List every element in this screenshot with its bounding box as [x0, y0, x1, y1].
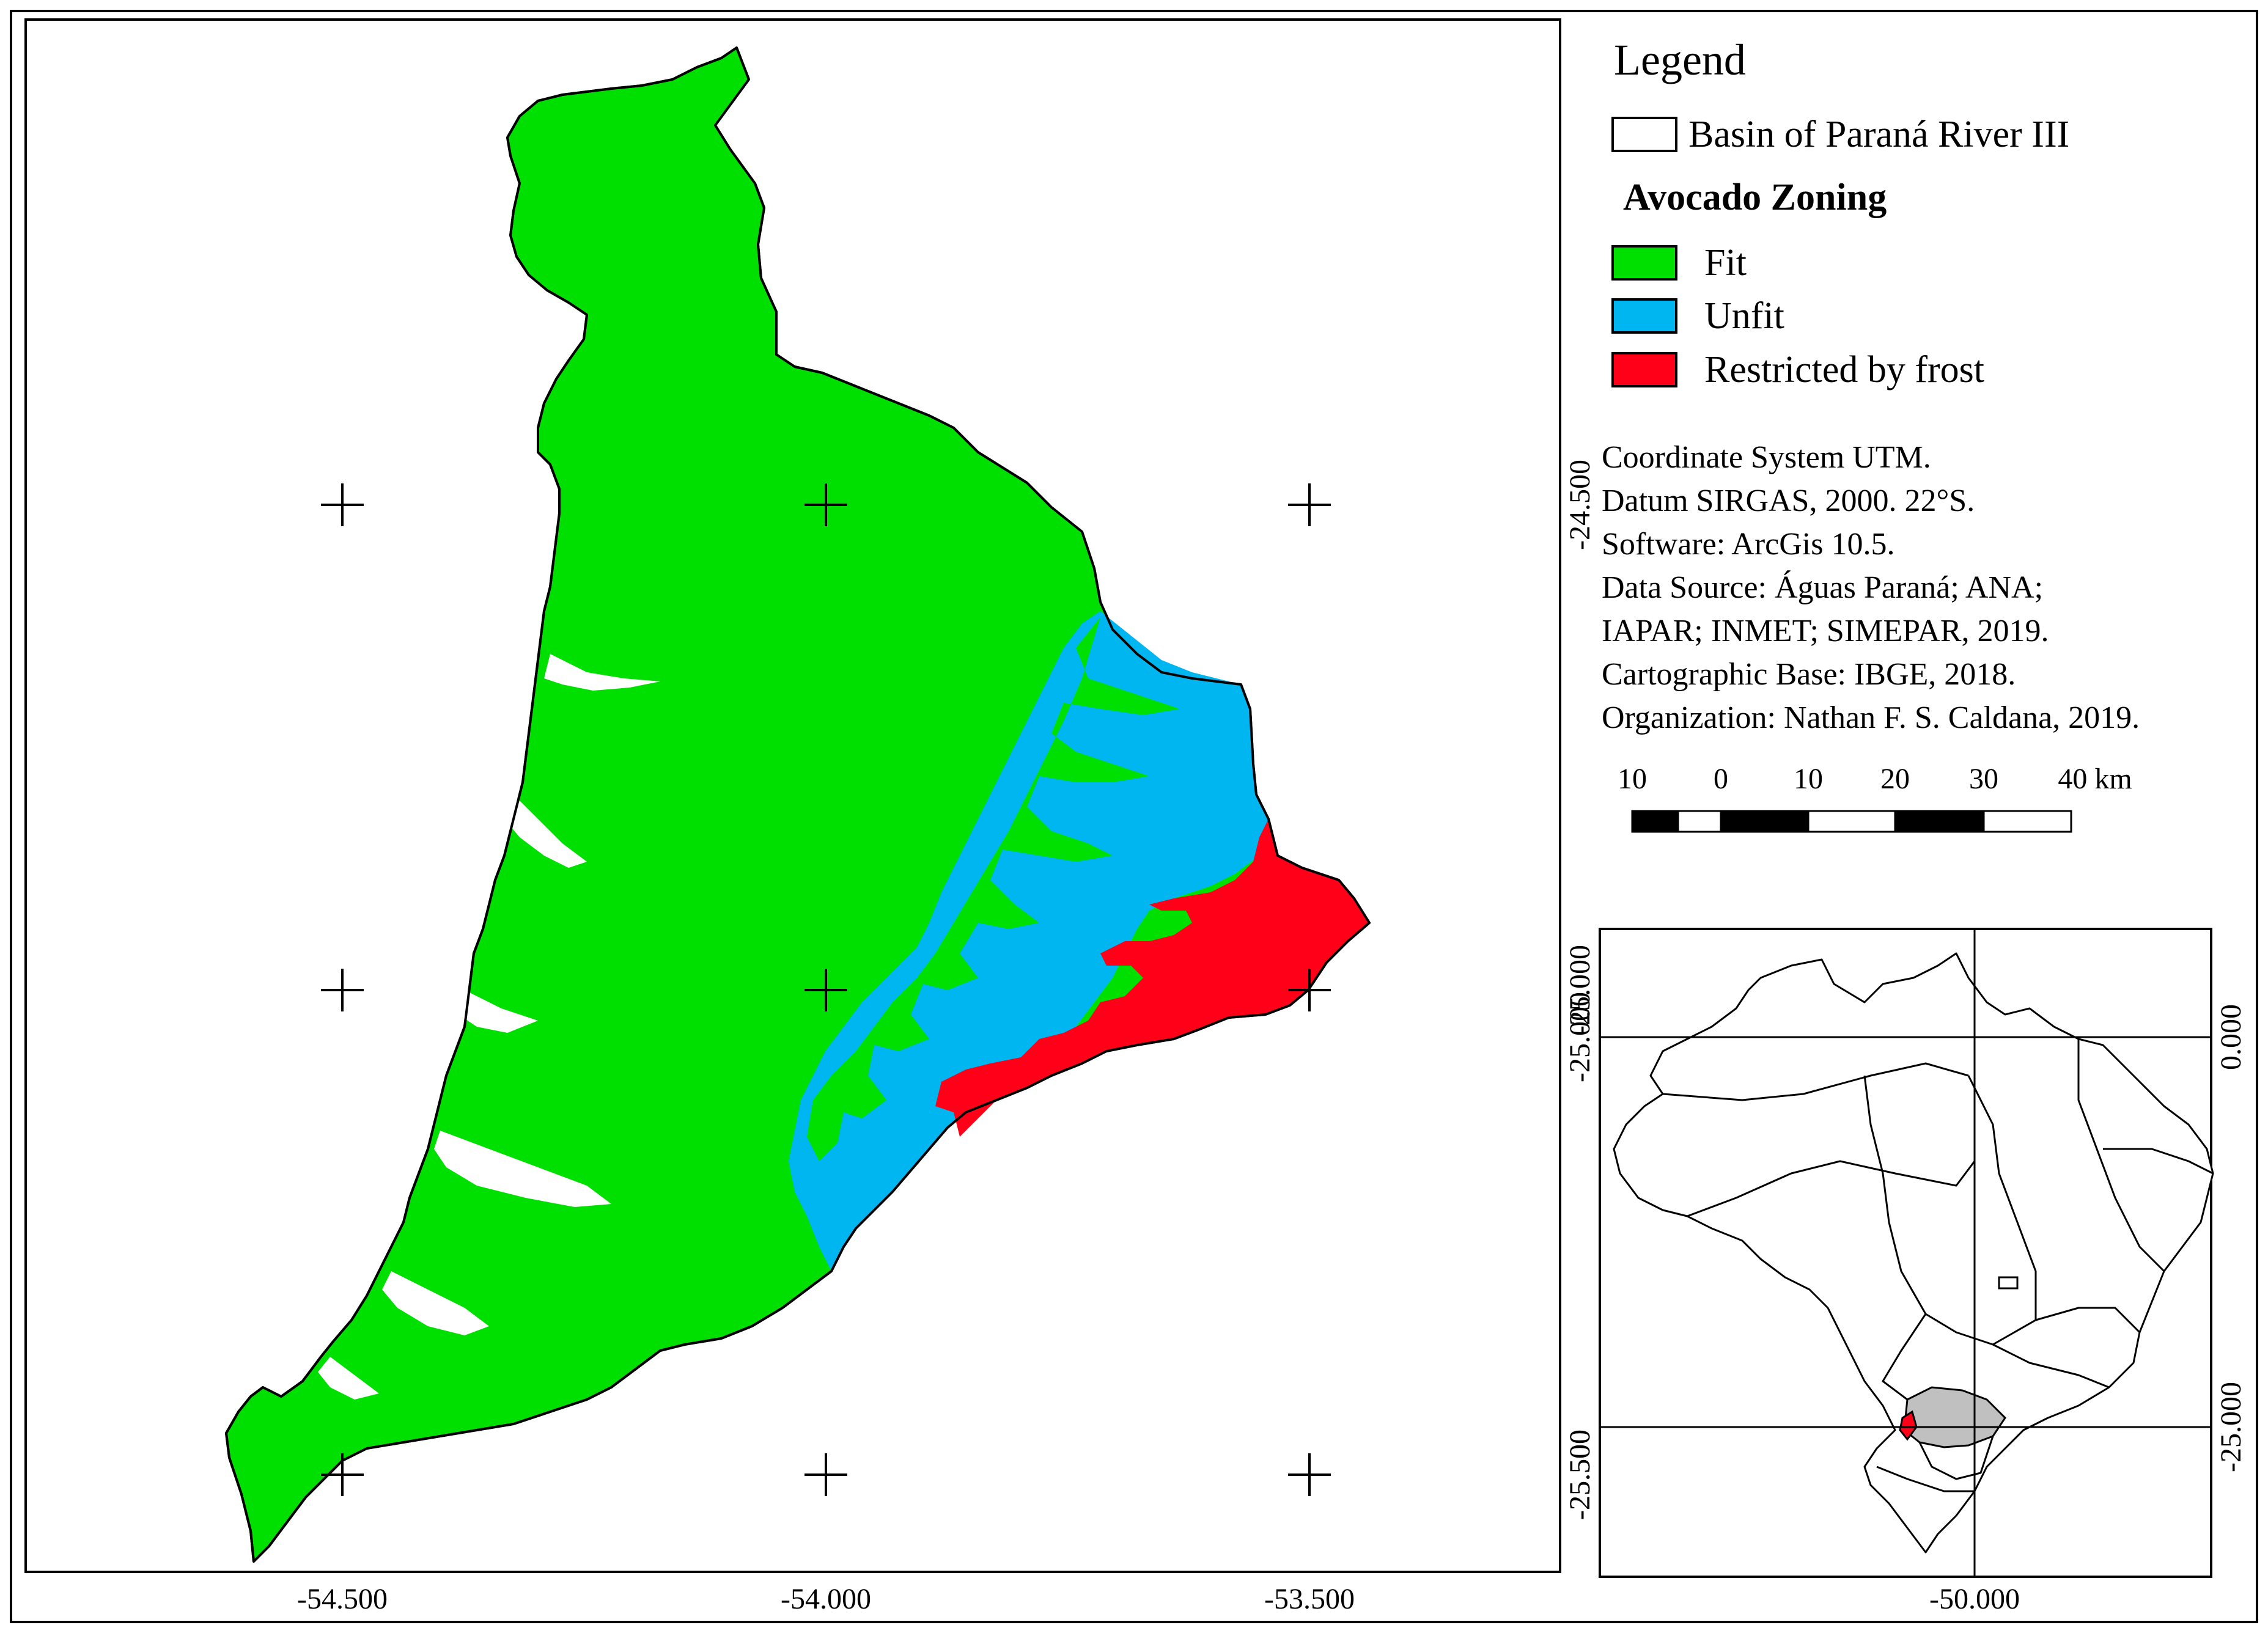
scale-bar: 10 0 10 20 30 40 km — [1618, 763, 2132, 833]
metadata-line: Software: ArcGis 10.5. — [1602, 527, 1894, 562]
y-tick-label: -25.500 — [1564, 1429, 1596, 1520]
zone-fit-valley — [807, 617, 1180, 1161]
inset-y-tick-label-right: 0.000 — [2215, 1004, 2247, 1070]
brazil-outline — [1613, 952, 2214, 1554]
scale-segment — [1983, 810, 2072, 833]
inset-map: -50.000 -25.000 -25.500 0.000 -25.000 — [1564, 928, 2247, 1615]
basin-boundary — [225, 46, 1371, 1563]
graticule-cross — [804, 483, 847, 526]
state-boundary — [2077, 1039, 2165, 1272]
legend-zoning-heading: Avocado Zoning — [1623, 177, 1887, 218]
metadata-line: Organization: Nathan F. S. Caldana, 2019… — [1602, 700, 2140, 735]
x-tick-label: -54.000 — [781, 1583, 871, 1615]
graticule-cross — [321, 969, 364, 1011]
inset-x-tick-label: -50.000 — [1929, 1583, 2020, 1615]
scale-segment — [1632, 811, 1678, 832]
graticule-crosses — [321, 483, 1331, 1496]
state-boundary — [1918, 1436, 1994, 1480]
legend-restricted-swatch — [1611, 352, 1677, 387]
basin-map — [225, 46, 1371, 1563]
scale-segment — [1721, 811, 1808, 832]
graticule-cross — [1288, 1453, 1331, 1496]
scale-label: 10 — [1618, 763, 1647, 795]
graticule-cross — [804, 1453, 847, 1496]
scale-bar-outline — [1631, 810, 2072, 833]
study-area-marker — [1899, 1410, 1918, 1441]
drainage-channel — [504, 794, 587, 868]
scale-segment — [1895, 811, 1984, 832]
legend-unfit-swatch — [1611, 298, 1677, 334]
inset-map-frame — [1599, 928, 2212, 1578]
graticule-cross — [1288, 969, 1331, 1011]
scale-label: 10 — [1794, 763, 1823, 795]
scale-label: 20 — [1880, 763, 1910, 795]
state-boundary — [1992, 1343, 2110, 1389]
metadata-line: Coordinate System UTM. — [1602, 440, 1931, 475]
legend-restricted-label: Restricted by frost — [1704, 349, 1984, 391]
y-tick-label: -25.000 — [1564, 945, 1596, 1035]
outer-frame — [10, 10, 2258, 1623]
x-tick-label: -54.500 — [297, 1583, 388, 1615]
legend-unfit-label: Unfit — [1704, 295, 1784, 337]
graticule-cross — [804, 969, 847, 1011]
scale-segment — [1807, 810, 1896, 833]
drainage-channel — [382, 1271, 489, 1335]
metadata-line: IAPAR; INMET; SIMEPAR, 2019. — [1602, 614, 2049, 648]
inset-y-tick-label: -25.500 — [1564, 1429, 1596, 1520]
drainage-channel — [318, 1357, 379, 1400]
state-boundary — [2103, 1148, 2214, 1175]
metadata-line: Data Source: Águas Paraná; ANA; — [1602, 570, 2043, 605]
scale-segment — [1677, 810, 1722, 833]
y-tick-label: -24.500 — [1564, 460, 1596, 550]
state-boundary — [1662, 1062, 1969, 1101]
inset-y-tick-label: -25.000 — [1564, 992, 1596, 1082]
main-map-frame — [24, 18, 1561, 1573]
drainage-channel — [544, 654, 660, 691]
state-boundary — [1687, 1160, 1976, 1217]
graticule-cross — [1288, 483, 1331, 526]
scale-label: 40 km — [2058, 763, 2132, 795]
legend: Legend Basin of Paraná River III Avocado… — [1611, 35, 2069, 391]
x-tick-label: -53.500 — [1264, 1583, 1355, 1615]
legend-title: Legend — [1614, 35, 1746, 84]
metadata-line: Datum SIRGAS, 2000. 22°S. — [1602, 483, 1975, 518]
legend-basin-swatch — [1611, 117, 1677, 152]
legend-basin-label: Basin of Paraná River III — [1688, 114, 2069, 155]
graticule-cross — [321, 1453, 364, 1496]
graticule-cross — [321, 483, 364, 526]
state-boundary — [1863, 1075, 1927, 1315]
scale-label: 30 — [1969, 763, 1998, 795]
inset-y-tick-label-right: -25.000 — [2215, 1382, 2247, 1472]
drainage-channel — [434, 1131, 611, 1207]
legend-fit-swatch — [1611, 245, 1677, 281]
state-boundary — [1882, 1313, 1927, 1401]
state-boundary — [2035, 1307, 2141, 1334]
legend-fit-label: Fit — [1704, 242, 1747, 284]
metadata-line: Cartographic Base: IBGE, 2018. — [1602, 657, 2016, 692]
map-metadata: Coordinate System UTM. Datum SIRGAS, 200… — [1602, 440, 2140, 735]
state-boundary — [1967, 1075, 2037, 1320]
drainage-channel — [458, 990, 538, 1033]
zone-restricted — [935, 819, 1369, 1137]
federal-district — [1998, 1276, 2019, 1290]
scale-label: 0 — [1714, 763, 1728, 795]
state-boundary — [1876, 1466, 1975, 1492]
